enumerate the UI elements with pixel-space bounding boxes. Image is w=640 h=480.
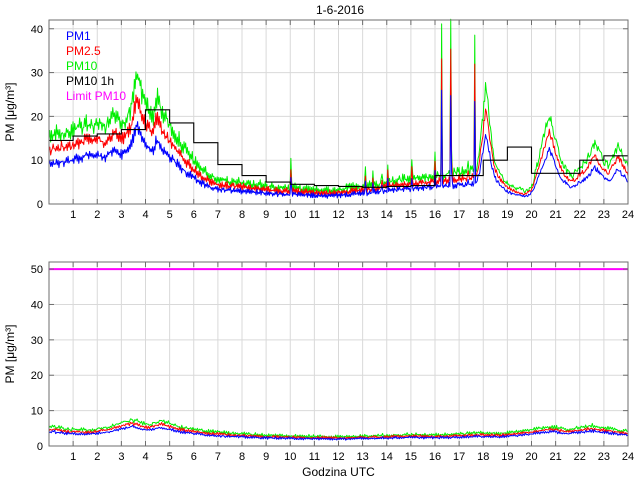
legend-item-pm101h: PM10 1h [66,74,114,88]
x-ticklabel: 6 [191,209,197,221]
trace-pm1 [48,89,629,199]
x-ticklabel: 17 [453,451,465,463]
y-ticklabel: 50 [31,264,43,276]
y-ticklabel: 0 [37,199,43,211]
x-ticklabel: 13 [357,209,369,221]
upper-traces [48,18,629,199]
x-ticklabel: 15 [405,451,417,463]
legend-item-pm25: PM2.5 [66,44,101,58]
x-ticklabel: 24 [622,451,634,463]
lower-y-ticklabels: 0 10 20 30 40 50 [31,264,43,453]
lower-x-axis-title: Godzina UTC [302,465,375,479]
x-ticklabel: 5 [167,209,173,221]
x-ticklabel: 16 [429,451,441,463]
legend-item-pm1: PM1 [66,29,91,43]
x-ticklabel: 4 [142,209,148,221]
y-ticklabel: 10 [31,155,43,167]
x-ticklabel: 17 [453,209,465,221]
x-ticklabel: 19 [501,209,513,221]
lower-panel: 1 2 3 4 5 6 7 8 9 10 11 12 13 14 15 16 17 18 19 20 21 22 23 24 … [3,261,634,479]
y-ticklabel: 0 [37,441,43,453]
trace-pm1 [48,424,629,441]
x-ticklabel: 2 [94,451,100,463]
x-ticklabel: 6 [191,451,197,463]
chart-title: 1-6-2016 [316,3,364,17]
y-ticklabel: 20 [31,370,43,382]
x-ticklabel: 2 [94,209,100,221]
x-ticklabel: 23 [598,451,610,463]
x-ticklabel: 10 [284,209,296,221]
x-ticklabel: 11 [309,209,320,221]
x-ticklabel: 12 [332,451,344,463]
x-ticklabel: 12 [332,209,344,221]
y-ticklabel: 40 [31,299,43,311]
x-ticklabel: 18 [477,451,489,463]
x-ticklabel: 20 [525,209,537,221]
x-ticklabel: 14 [381,451,393,463]
x-ticklabel: 10 [284,451,296,463]
lower-tickmarks [49,262,629,447]
x-ticklabel: 22 [574,451,586,463]
x-ticklabel: 3 [118,209,124,221]
x-ticklabel: 21 [550,451,562,463]
x-ticklabel: 1 [70,209,76,221]
upper-tickmarks [49,20,629,205]
x-ticklabel: 5 [167,451,173,463]
x-ticklabel: 4 [142,451,148,463]
y-ticklabel: 30 [31,68,43,80]
upper-y-axis-title: PM [μg/m³] [3,83,17,142]
x-ticklabel: 11 [309,451,320,463]
trace-pm10 [48,418,629,439]
x-ticklabel: 16 [429,209,441,221]
x-ticklabel: 1 [70,451,76,463]
x-ticklabel: 3 [118,451,124,463]
lower-x-ticklabels: 1 2 3 4 5 6 7 8 9 10 11 12 13 14 15 16 17 18 19 20 21 22 23 24 [70,451,634,463]
x-ticklabel: 21 [550,209,562,221]
trace-pm25 [48,421,629,440]
x-ticklabel: 9 [263,209,269,221]
x-ticklabel: 24 [622,209,634,221]
legend-item-limitpm10: Limit PM10 [66,89,126,103]
x-ticklabel: 19 [501,451,513,463]
y-ticklabel: 30 [31,335,43,347]
y-ticklabel: 10 [31,406,43,418]
x-ticklabel: 23 [598,209,610,221]
x-ticklabel: 20 [525,451,537,463]
x-ticklabel: 8 [239,451,245,463]
upper-panel: 1-6-2016 1 2 3 4 5 6 7 8 9 10 11 12 13 14 15 16 17 18 19 20… [3,3,634,221]
lower-y-axis-title: PM [μg/m³] [3,325,17,384]
y-ticklabel: 20 [31,111,43,123]
upper-x-ticklabels: 1 2 3 4 5 6 7 8 9 10 11 12 13 14 15 16 17 18 19 20 21 22 23 24 [70,209,634,221]
x-ticklabel: 22 [574,209,586,221]
trace-pm10-1h-step [49,109,628,188]
lower-traces [48,418,629,441]
x-ticklabel: 9 [263,451,269,463]
legend-item-pm10: PM10 [66,59,98,73]
x-ticklabel: 7 [215,451,221,463]
x-ticklabel: 15 [405,209,417,221]
x-ticklabel: 14 [381,209,393,221]
upper-y-ticklabels: 0 10 20 30 40 [31,24,43,211]
x-ticklabel: 8 [239,209,245,221]
x-ticklabel: 7 [215,209,221,221]
x-ticklabel: 18 [477,209,489,221]
x-ticklabel: 13 [357,451,369,463]
y-ticklabel: 40 [31,24,43,36]
